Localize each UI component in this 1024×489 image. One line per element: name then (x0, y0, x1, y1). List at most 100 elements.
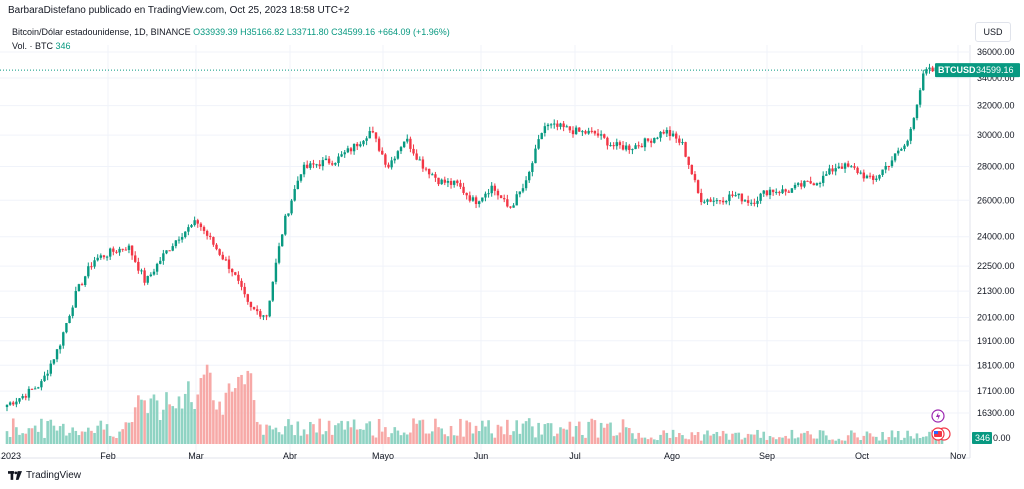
candle-body (33, 388, 37, 390)
candle-body (46, 373, 49, 376)
volume-bar (749, 434, 753, 444)
volume-bar (918, 438, 922, 444)
candle-body (493, 185, 497, 191)
candle-body (524, 180, 528, 189)
candle-body (393, 158, 396, 161)
x-tick-label: Abr (283, 451, 297, 461)
candle-body (499, 195, 503, 199)
volume-bar (496, 424, 500, 444)
volume-bar (124, 422, 128, 444)
candle-body (637, 145, 640, 147)
volume-bar (36, 431, 40, 444)
volume-bar (271, 429, 275, 444)
candle-body (356, 143, 359, 147)
candle-body (831, 168, 834, 172)
candle-body (881, 169, 884, 175)
candle-body (271, 281, 275, 301)
candle-body (887, 165, 891, 167)
volume-bar (359, 429, 362, 444)
candle-body (812, 183, 815, 186)
volume-bar (499, 426, 503, 444)
candle-body (684, 142, 687, 157)
volume-bar (843, 440, 847, 444)
volume-bar (850, 430, 853, 444)
candle-body (474, 197, 478, 205)
y-tick-label: 26000.00 (977, 195, 1015, 205)
candle-body (90, 266, 93, 268)
volume-bar (83, 431, 87, 444)
candle-body (815, 183, 819, 186)
candle-body (756, 200, 759, 204)
volume-bar (424, 433, 428, 444)
volume-bar (299, 435, 303, 444)
volume-bar (715, 431, 719, 444)
candle-body (324, 158, 328, 161)
candle-body (571, 130, 575, 135)
candle-body (865, 175, 869, 179)
volume-bar (258, 424, 262, 444)
volume-bar (812, 438, 816, 444)
candle-body (449, 180, 453, 185)
volume-bar (875, 436, 878, 444)
volume-bar (199, 378, 203, 444)
volume-bar (118, 431, 121, 444)
candle-body (234, 272, 237, 275)
volume-bar (90, 430, 93, 444)
candle-body (284, 215, 287, 235)
currency-selector[interactable]: USD (975, 22, 1011, 42)
candle-body (906, 140, 909, 146)
volume-bar (856, 437, 859, 444)
last-price-symbol: BTCUSD (938, 65, 976, 75)
candle-body (875, 178, 878, 180)
volume-bar (640, 437, 644, 444)
volume-bar (684, 438, 687, 444)
volume-bar (330, 434, 334, 444)
volume-bar (703, 434, 706, 444)
volume-bar (108, 435, 112, 444)
candle-body (528, 171, 531, 181)
low-value: L33711.80 (286, 27, 329, 37)
volume-bar (940, 436, 944, 444)
volume-bar (146, 413, 150, 444)
volume-bar (449, 425, 453, 444)
candle-body (293, 189, 296, 201)
candle-body (512, 205, 515, 208)
volume-bar (349, 427, 353, 444)
volume-bar (915, 433, 919, 444)
volume-bar (696, 432, 700, 444)
candle-body (309, 163, 312, 168)
volume-bar (277, 432, 281, 444)
candle-body (487, 193, 490, 195)
volume-bar (596, 437, 600, 444)
candle-body (418, 159, 421, 161)
volume-bar (183, 393, 187, 444)
volume-bar (212, 400, 215, 444)
candle-body (656, 137, 659, 139)
volume-bar (693, 435, 697, 444)
volume-bar (502, 434, 506, 444)
volume-bar (509, 434, 512, 444)
candle-body (696, 180, 700, 193)
volume-bar (512, 431, 515, 444)
candle-body (634, 145, 637, 150)
volume-bar (587, 421, 590, 444)
volume-bar (290, 424, 293, 444)
candle-body (909, 128, 912, 141)
volume-bar (102, 429, 106, 444)
volume-bar (149, 398, 153, 444)
volume-bar (402, 432, 406, 444)
candle-body (406, 138, 409, 142)
candle-body (302, 164, 306, 175)
candle-body (62, 332, 65, 346)
volume-bar (884, 439, 888, 444)
y-tick-label: 16300.00 (977, 408, 1015, 418)
candle-body (252, 307, 256, 310)
candle-body (68, 315, 71, 324)
volume-bar (621, 419, 625, 444)
candle-body (52, 359, 56, 364)
candle-body (96, 257, 99, 261)
volume-bar (246, 370, 250, 444)
x-tick-label: Ago (664, 451, 680, 461)
candle-body (306, 164, 309, 168)
